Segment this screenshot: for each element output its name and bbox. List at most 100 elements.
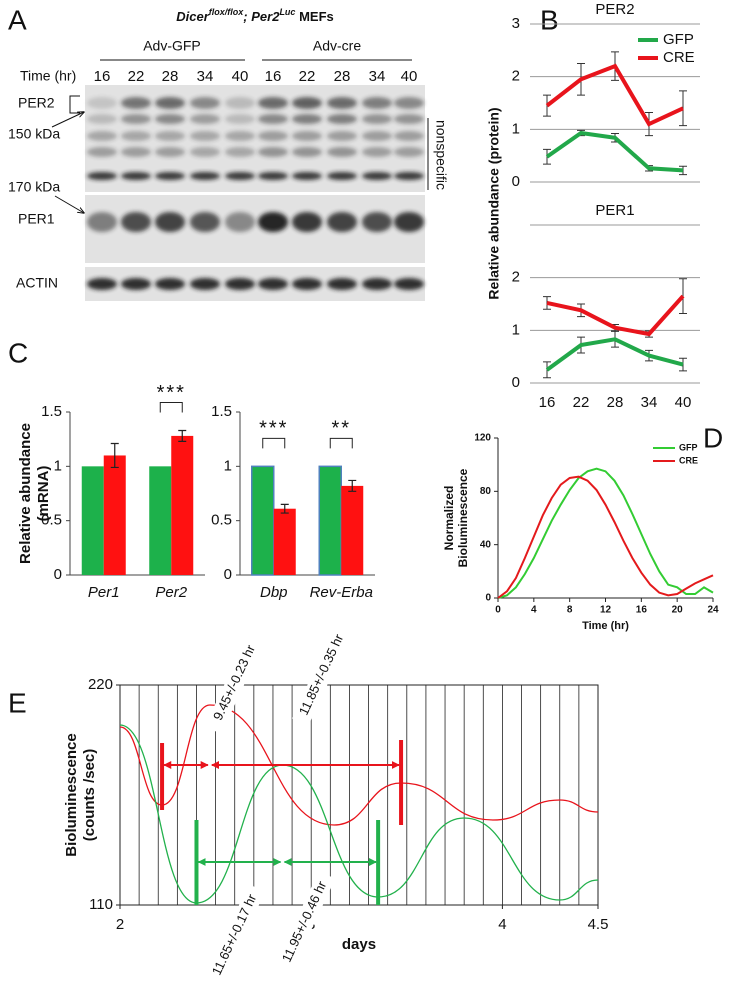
y-tick-label: 110 (89, 896, 113, 913)
y-axis-label: Normalized (442, 486, 456, 551)
error-bar (348, 479, 357, 492)
blot-band (190, 172, 220, 180)
lane-label: 22 (128, 68, 145, 85)
period-annotation: 11.95+/-0.46 hr (274, 871, 336, 973)
blot-band (394, 278, 424, 290)
y-axis-label: (mRNA) (35, 466, 52, 522)
x-tick-label: 8 (567, 605, 573, 616)
blot-band (155, 212, 185, 232)
label-bg (204, 884, 266, 986)
band-label: ACTIN (16, 275, 58, 291)
error-bar (679, 165, 687, 176)
group-label: Adv-cre (313, 38, 361, 54)
blot-band (258, 114, 288, 124)
blot-band (292, 212, 322, 232)
lane-label: 34 (369, 68, 386, 85)
blot-band (292, 147, 322, 157)
panel-label: B (540, 4, 559, 35)
x-tick-label: Per1 (88, 584, 120, 601)
series-line (546, 294, 685, 337)
y-tick-label: 1 (224, 457, 232, 474)
x-tick-label: 22 (573, 394, 590, 411)
blot-band (327, 278, 357, 290)
significance-bracket (159, 401, 183, 413)
series-line (545, 337, 684, 372)
lane-label: 16 (94, 68, 111, 85)
period-label: 11.85+/-0.35 hr (296, 631, 347, 717)
blot-band (121, 147, 151, 157)
y-axis-label: (counts /sec) (81, 749, 98, 842)
series-line (545, 63, 684, 127)
x-tick-label: 4.5 (588, 916, 609, 933)
blot-band (225, 172, 255, 180)
blot-band (327, 172, 357, 180)
x-tick-label: Rev-Erba (310, 584, 373, 601)
title-part: Dicer (176, 9, 209, 24)
blot-band (225, 97, 255, 109)
blot-band (327, 147, 357, 157)
y-tick-label: 2 (512, 68, 520, 85)
blot-band (258, 97, 288, 109)
blot-band (258, 212, 288, 232)
group-label: Adv-GFP (143, 38, 201, 54)
blot-band (327, 212, 357, 232)
lane-label: 28 (162, 68, 179, 85)
blot-band (394, 212, 424, 232)
blot-band (121, 278, 151, 290)
y-axis-label: Bioluminescence (63, 733, 80, 856)
band-label: nonspecific (433, 120, 449, 190)
error-bar (178, 429, 187, 442)
significance-label: *** (157, 382, 186, 404)
legend-label: CRE (663, 49, 695, 66)
title-part: flox/flox (209, 7, 244, 17)
y-tick-label: 1.5 (41, 403, 62, 420)
y-axis-label: Bioluminescence (456, 468, 470, 567)
blot-band (87, 147, 117, 157)
series-line (119, 704, 599, 826)
period-annotation: 11.85+/-0.35 hr (291, 624, 353, 726)
blot-band (292, 172, 322, 180)
subplot-title: PER2 (595, 1, 634, 18)
blot-band (292, 97, 322, 109)
x-tick-label: 0 (495, 605, 501, 616)
title-part: MEFs (295, 9, 333, 24)
period-label: 11.65+/-0.17 hr (209, 891, 260, 977)
series-line (545, 130, 684, 173)
significance-label: ** (331, 418, 351, 440)
y-tick-label: 1 (512, 120, 520, 137)
band-label: PER2 (18, 95, 55, 111)
panel-label: D (703, 422, 723, 453)
blot-band (225, 131, 255, 141)
blot-band (190, 114, 220, 124)
blot-band (190, 147, 220, 157)
blot-band (225, 147, 255, 157)
y-tick-label: 40 (480, 539, 492, 550)
blot-band (121, 114, 151, 124)
legend-label: CRE (679, 455, 698, 465)
x-tick-label: 4 (531, 605, 537, 616)
blot-band (87, 278, 117, 290)
title-part: Luc (279, 7, 295, 17)
plot-frame (119, 684, 599, 906)
blot-band (155, 172, 185, 180)
bar (81, 466, 104, 575)
y-tick-label: 0 (54, 566, 62, 583)
blot-band (362, 212, 392, 232)
lane-label: 28 (334, 68, 351, 85)
blot-band (190, 212, 220, 232)
x-tick-label: 20 (672, 605, 684, 616)
error-bar (679, 357, 687, 372)
significance-label: *** (259, 418, 288, 440)
x-tick-label: 24 (707, 605, 719, 616)
y-tick-label: 0 (485, 593, 491, 604)
bar (103, 455, 126, 575)
blot-band (121, 131, 151, 141)
blot-band (327, 114, 357, 124)
blot-band (394, 114, 424, 124)
blot-band (225, 278, 255, 290)
bar (171, 435, 194, 575)
time-label: Time (hr) (20, 68, 76, 84)
y-tick-label: 80 (480, 486, 492, 497)
x-tick-label: Per2 (155, 584, 187, 601)
